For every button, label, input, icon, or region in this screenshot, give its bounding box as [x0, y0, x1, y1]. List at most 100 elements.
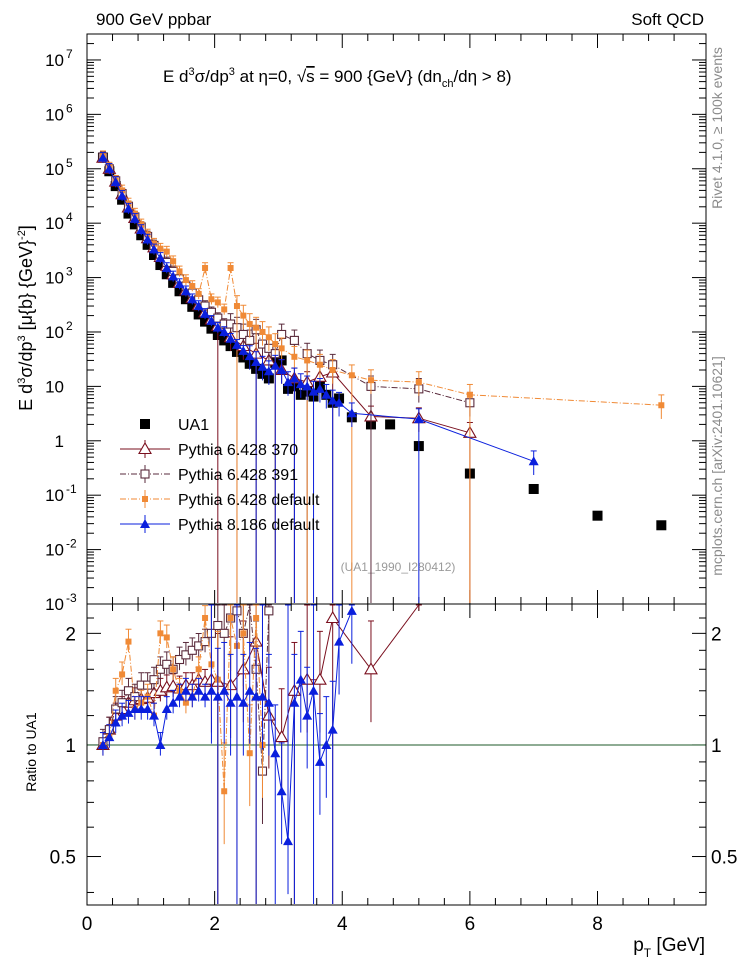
main-axis-ticks	[86, 33, 706, 605]
data-point	[174, 286, 185, 297]
data-point	[327, 395, 338, 405]
ratio-plot: 0.5 1 2 0.5 1 2 0 2 4 6 8	[50, 604, 738, 935]
ratio-point	[149, 710, 160, 720]
legend-item-pythia-8-186-default: Pythia 8.186 default	[120, 515, 320, 534]
data-point	[200, 316, 211, 327]
ratio-point	[123, 707, 134, 717]
ratio-point	[283, 836, 294, 846]
analysis-watermark: (UA1_1990_I280412)	[341, 560, 456, 574]
ratio-point	[182, 699, 189, 706]
data-point	[316, 361, 323, 368]
ratio-y-tick-label: 1	[65, 736, 76, 757]
ratio-point	[170, 666, 177, 673]
ratio-point	[251, 691, 262, 701]
legend-item-pythia-6-428-default: Pythia 6.428 default	[120, 490, 320, 509]
ratio-point	[202, 615, 209, 622]
data-point	[180, 294, 191, 305]
ratio-point	[200, 637, 210, 647]
ratio-point	[163, 634, 170, 641]
ratio-point	[161, 704, 172, 714]
ratio-y-tick-labels: 0.5 1 2 0.5 1 2	[50, 624, 738, 868]
rivet-label: Rivet 4.1.0, ≥ 100k events	[709, 47, 725, 209]
ratio-y-axis-title: Ratio to UA1	[23, 712, 39, 792]
y-tick-exponent: 7	[66, 47, 73, 61]
ratio-line-pythia-6-428-default	[102, 617, 263, 792]
data-point	[251, 357, 262, 367]
data-point	[291, 353, 298, 360]
ratio-point	[314, 756, 325, 766]
ratio-point	[168, 697, 179, 707]
data-point	[221, 306, 228, 313]
data-point	[206, 323, 217, 334]
y-tick-label: 10	[45, 541, 64, 560]
ratio-point	[276, 786, 287, 796]
ratio-point	[187, 691, 198, 701]
legend-item-pythia-6-428-391: Pythia 6.428 391	[120, 465, 298, 484]
y-tick-exponent: 5	[66, 156, 73, 170]
y-tick-label: 10	[45, 160, 64, 179]
ratio-plot-frame	[86, 603, 707, 906]
ratio-point	[119, 671, 126, 678]
ratio-y-tick-label: 0.5	[50, 848, 76, 869]
data-point	[193, 301, 204, 311]
data-point	[174, 279, 185, 289]
data-point	[233, 303, 240, 310]
y-tick-exponent: 2	[66, 319, 73, 333]
data-point	[149, 244, 160, 254]
data-point	[163, 248, 170, 255]
ratio-point	[180, 685, 191, 695]
ratio-point	[193, 685, 204, 695]
data-point	[155, 252, 166, 262]
data-point	[149, 249, 160, 260]
ratio-point	[263, 697, 274, 707]
data-point	[367, 377, 374, 384]
data-point	[334, 397, 345, 407]
header-left: 900 GeV ppbar	[96, 10, 212, 29]
data-point	[200, 308, 211, 318]
y-tick-label: 1	[55, 432, 64, 451]
data-point	[187, 294, 198, 304]
data-point	[283, 377, 294, 387]
ratio-point	[246, 750, 253, 757]
ratio-point	[206, 685, 217, 695]
data-point	[206, 315, 217, 325]
ratio-point	[104, 732, 115, 742]
legend-marker	[142, 496, 148, 502]
ratio-point	[149, 675, 159, 685]
header-right: Soft QCD	[631, 10, 704, 29]
y-tick-exponent: -3	[66, 591, 77, 605]
data-point	[321, 389, 332, 399]
data-point	[415, 379, 422, 386]
legend-item-ua1: UA1	[140, 417, 209, 434]
legend-label: Pythia 6.428 default	[178, 492, 320, 509]
ratio-point	[244, 685, 255, 695]
data-point	[195, 290, 202, 297]
ratio-point	[155, 739, 166, 749]
ratio-point	[97, 739, 108, 749]
y-tick-exponent: 6	[66, 101, 73, 115]
data-point	[385, 419, 396, 430]
data-point	[276, 365, 287, 375]
ratio-point	[231, 691, 242, 701]
y-tick-label: 10	[45, 595, 64, 614]
data-point	[182, 277, 189, 284]
data-point	[157, 245, 164, 252]
ratio-point	[274, 729, 289, 743]
main-title: E d3σ/dp3 at η=0, √s = 900 {GeV} (dnch/d…	[163, 66, 512, 90]
data-point	[528, 456, 539, 466]
y-tick-label: 10	[45, 323, 64, 342]
y-tick-exponent: -1	[66, 482, 77, 496]
data-point	[104, 163, 115, 173]
ratio-point	[321, 739, 332, 749]
data-point	[208, 296, 215, 303]
ratio-point	[346, 605, 357, 615]
data-point	[161, 262, 172, 272]
x-tick-label: 2	[209, 914, 220, 935]
data-point	[225, 333, 236, 343]
y-tick-exponent: 4	[66, 210, 73, 224]
data-point	[302, 381, 313, 391]
ratio-point	[174, 654, 185, 665]
